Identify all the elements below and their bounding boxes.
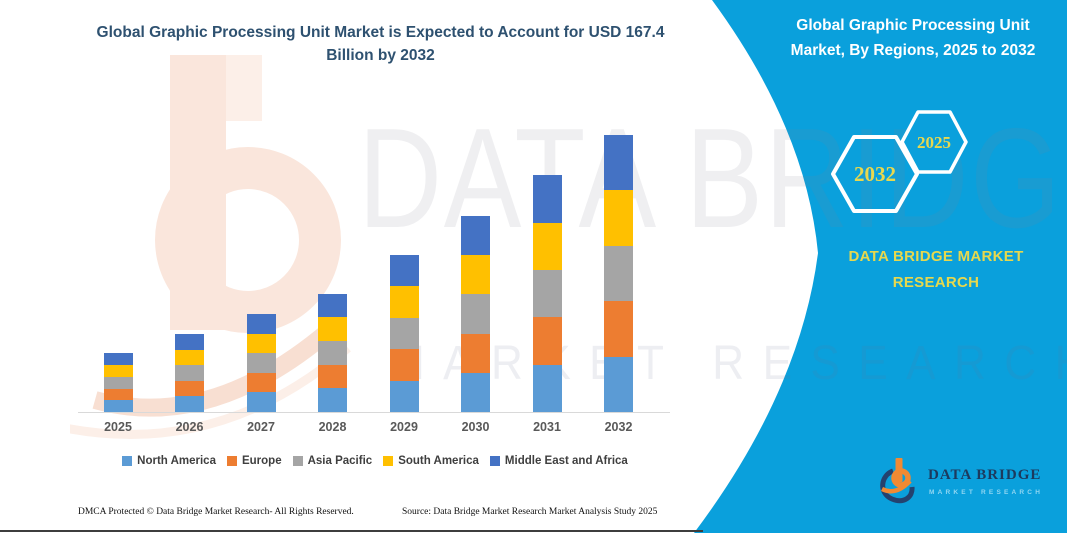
bar-segment-middle-east-and-africa xyxy=(103,353,133,365)
chart-title: Global Graphic Processing Unit Market is… xyxy=(48,21,713,67)
bar-segment-europe xyxy=(318,364,347,389)
bar-segment-south-america xyxy=(532,222,562,271)
bar-segment-europe xyxy=(246,372,276,393)
bar-segment-south-america xyxy=(318,317,347,342)
x-axis-label-2026: 2026 xyxy=(175,420,204,434)
legend-item-europe: Europe xyxy=(226,455,282,467)
bar-segment-north-america xyxy=(246,392,276,412)
side-panel-heading-line1: Global Graphic Processing Unit xyxy=(796,17,1030,34)
watermark-text-market-research: MARKET RESEARCH xyxy=(388,337,1067,390)
bar-segment-north-america xyxy=(532,364,562,412)
databridge-logo-icon xyxy=(880,458,915,504)
stacked-bar-2030 xyxy=(461,216,490,412)
x-axis-label-2028: 2028 xyxy=(318,420,347,434)
bar-segment-south-america xyxy=(389,286,419,318)
stacked-bar-2029 xyxy=(389,254,419,412)
chart-legend: North America Europe Asia Pacific South Ame… xyxy=(70,455,680,467)
bar-segment-europe xyxy=(461,333,490,373)
bar-segment-north-america xyxy=(318,388,347,412)
x-axis-label-2029: 2029 xyxy=(390,420,418,434)
bar-segment-europe xyxy=(532,317,562,365)
legend-label: North America xyxy=(137,455,216,467)
bar-segment-middle-east-and-africa xyxy=(389,254,419,287)
legend-item-south-america: South America xyxy=(383,455,479,467)
hexagon-2025 xyxy=(900,110,968,174)
legend-swatch xyxy=(383,456,394,466)
bar-segment-south-america xyxy=(604,190,633,246)
hexagon-2025-label: 2025 xyxy=(917,133,951,152)
bar-segment-middle-east-and-africa xyxy=(532,175,562,223)
legend-swatch xyxy=(292,456,303,466)
legend-swatch xyxy=(489,456,500,466)
legend-item-middle-east-and-africa: Middle East and Africa xyxy=(489,455,628,467)
bar-segment-asia-pacific xyxy=(175,365,204,381)
bar-segment-middle-east-and-africa xyxy=(246,314,276,334)
footer-dmca: DMCA Protected © Data Bridge Market Rese… xyxy=(78,507,354,517)
bar-segment-asia-pacific xyxy=(461,294,490,334)
side-panel-background xyxy=(694,0,1067,533)
hexagon-2032-label: 2032 xyxy=(854,162,896,186)
x-axis-label-2030: 2030 xyxy=(461,420,490,434)
chart-title-line1: Global Graphic Processing Unit Market is… xyxy=(96,24,665,41)
logo-subtitle: MARKET RESEARCH xyxy=(929,489,1044,496)
stacked-bar-2026 xyxy=(175,334,204,412)
bar-segment-asia-pacific xyxy=(246,353,276,373)
stacked-bar-2028 xyxy=(318,294,347,412)
bar-segment-middle-east-and-africa xyxy=(318,294,347,318)
side-panel-heading: Global Graphic Processing Unit Market, B… xyxy=(765,13,1061,63)
hexagon-2032 xyxy=(831,135,919,213)
bar-segment-south-america xyxy=(175,349,204,366)
bar-segment-asia-pacific xyxy=(103,376,133,389)
legend-label: Middle East and Africa xyxy=(504,455,628,467)
stacked-bar-2027 xyxy=(246,314,276,412)
legend-label: Europe xyxy=(241,455,282,467)
bar-chart xyxy=(90,128,670,412)
chart-title-line2: Billion by 2032 xyxy=(326,47,435,64)
x-axis-label-2027: 2027 xyxy=(247,420,275,434)
brand-text: DATA BRIDGE MARKET RESEARCH xyxy=(805,244,1067,296)
bar-segment-middle-east-and-africa xyxy=(604,134,633,191)
bar-segment-south-america xyxy=(246,333,276,354)
logo-wordmark: DATA BRIDGE xyxy=(928,467,1042,483)
stacked-bar-2032 xyxy=(604,134,633,412)
x-axis-label-2032: 2032 xyxy=(604,420,633,434)
legend-swatch xyxy=(122,456,133,466)
x-axis-label-2025: 2025 xyxy=(104,420,132,434)
bar-segment-north-america xyxy=(461,372,490,412)
x-axis-label-2031: 2031 xyxy=(533,420,561,434)
brand-text-line1: DATA BRIDGE MARKET xyxy=(848,248,1024,265)
bar-segment-north-america xyxy=(389,380,419,412)
hexagon-badges: 2032 2025 xyxy=(831,110,968,213)
bottom-divider xyxy=(0,530,703,532)
bar-segment-south-america xyxy=(103,365,133,377)
x-axis-line xyxy=(78,412,670,413)
bar-segment-asia-pacific xyxy=(389,317,419,350)
bar-segment-europe xyxy=(103,388,133,401)
legend-label: South America xyxy=(398,455,479,467)
legend-item-asia-pacific: Asia Pacific xyxy=(292,455,373,467)
bar-segment-asia-pacific xyxy=(318,341,347,365)
bar-segment-south-america xyxy=(461,255,490,295)
bar-segment-middle-east-and-africa xyxy=(461,216,490,256)
bar-segment-middle-east-and-africa xyxy=(175,334,204,350)
footer-source: Source: Data Bridge Market Research Mark… xyxy=(402,507,658,517)
stacked-bar-2031 xyxy=(532,175,562,412)
x-axis-labels: 2025 2026 2027 2028 2029 2030 2031 2032 xyxy=(90,420,670,440)
bar-segment-europe xyxy=(175,380,204,397)
side-panel-heading-line2: Market, By Regions, 2025 to 2032 xyxy=(790,42,1036,59)
bar-segment-europe xyxy=(604,301,633,357)
bar-segment-asia-pacific xyxy=(532,270,562,318)
brand-text-line2: RESEARCH xyxy=(892,274,980,291)
bar-segment-north-america xyxy=(103,400,133,412)
legend-swatch xyxy=(226,456,237,466)
bar-segment-asia-pacific xyxy=(604,245,633,302)
bar-segment-north-america xyxy=(604,356,633,412)
legend-item-north-america: North America xyxy=(122,455,216,467)
legend-label: Asia Pacific xyxy=(307,455,373,467)
stacked-bar-2025 xyxy=(103,353,133,412)
bar-segment-north-america xyxy=(175,396,204,412)
bar-segment-europe xyxy=(389,349,419,381)
